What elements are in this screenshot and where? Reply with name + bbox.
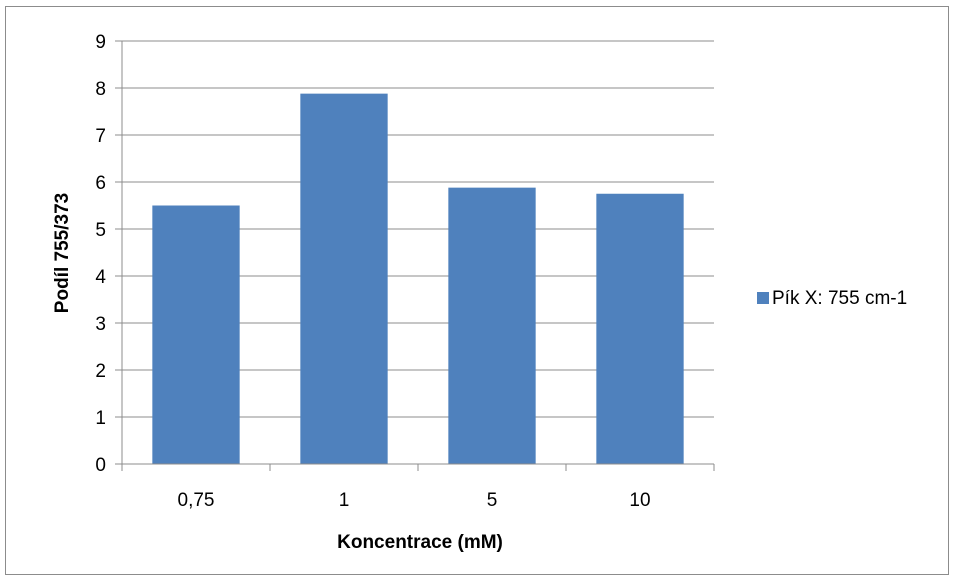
x-tick-label: 0,75 bbox=[178, 490, 215, 511]
y-tick-label: 0 bbox=[95, 455, 106, 476]
x-tick-label: 5 bbox=[487, 490, 498, 511]
bar bbox=[300, 93, 388, 464]
legend-swatch bbox=[757, 292, 769, 304]
y-tick-label: 2 bbox=[95, 361, 106, 382]
x-axis-title: Koncentrace (mM) bbox=[337, 532, 503, 553]
y-tick-label: 9 bbox=[95, 32, 106, 53]
x-tick-label: 1 bbox=[339, 490, 350, 511]
bar bbox=[448, 187, 536, 464]
y-tick-label: 5 bbox=[95, 220, 106, 241]
bar bbox=[152, 205, 240, 464]
legend-label: Pík X: 755 cm-1 bbox=[772, 288, 907, 309]
bars bbox=[152, 93, 684, 464]
axes bbox=[115, 40, 715, 471]
x-tick-labels: 0,75 1 5 10 bbox=[178, 490, 651, 511]
x-tick-label: 10 bbox=[629, 490, 650, 511]
y-tick-label: 1 bbox=[95, 408, 106, 429]
y-tick-label: 6 bbox=[95, 173, 106, 194]
y-tick-label: 8 bbox=[95, 79, 106, 100]
y-axis-title: Podíl 755/373 bbox=[52, 193, 73, 313]
y-tick-labels: 0 1 2 3 4 5 6 7 8 9 bbox=[95, 32, 106, 476]
y-tick-label: 7 bbox=[95, 126, 106, 147]
legend: Pík X: 755 cm-1 bbox=[757, 288, 907, 309]
y-tick-label: 3 bbox=[95, 314, 106, 335]
bar bbox=[596, 193, 684, 464]
y-tick-label: 4 bbox=[95, 267, 106, 288]
